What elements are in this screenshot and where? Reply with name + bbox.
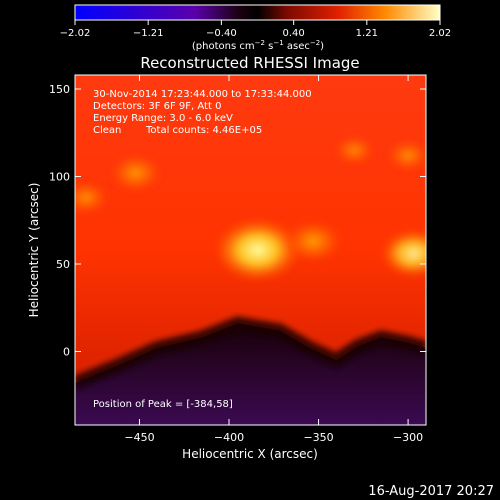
colorbar-ticks: −2.02 −1.21 −0.40 0.40 1.21 2.02	[60, 20, 451, 39]
annotation-time-range: 30-Nov-2014 17:23:44.000 to 17:33:44.000	[93, 89, 312, 100]
footer-date: 16-Aug-2017 20:27	[368, 484, 494, 499]
y-tick-label: 100	[49, 171, 70, 184]
bright-source	[213, 217, 302, 283]
annotation-counts: Total counts: 4.46E+05	[145, 125, 262, 136]
annotation-method: Clean	[93, 125, 121, 136]
x-tick-label: −350	[303, 431, 333, 444]
colorbar	[74, 4, 441, 21]
plot-frame	[74, 74, 427, 426]
colorbar-tick-label: 2.02	[429, 28, 451, 39]
bright-source	[384, 138, 426, 173]
annotation-energy: Energy Range: 3.0 - 6.0 keV	[93, 113, 233, 124]
x-tick-label: −300	[393, 431, 423, 444]
y-axis-label: Heliocentric Y (arcsec)	[27, 183, 41, 318]
y-tick-label: 50	[56, 258, 70, 271]
x-axis-label: Heliocentric X (arcsec)	[182, 447, 318, 461]
x-tick-label: −450	[124, 431, 154, 444]
heatmap-image	[75, 75, 426, 425]
y-axis: 0 50 100 150	[49, 83, 426, 359]
annotation-peak: Position of Peak = [-384,58]	[93, 399, 233, 410]
bright-source	[332, 134, 377, 167]
y-tick-label: 0	[63, 346, 70, 359]
annotation-detectors: Detectors: 3F 6F 9F, Att 0	[93, 101, 221, 112]
x-tick-label: −400	[214, 431, 244, 444]
bright-source	[281, 217, 345, 265]
colorbar-tick-label: −0.40	[206, 28, 237, 39]
colorbar-tick-label: 1.21	[356, 28, 378, 39]
dark-boundary-band	[75, 316, 426, 390]
bright-source	[380, 228, 426, 279]
bright-source	[107, 152, 165, 194]
chart-title: Reconstructed RHESSI Image	[140, 54, 359, 72]
colorbar-tick-label: 0.40	[283, 28, 305, 39]
colorbar-tick-label: −2.02	[60, 28, 91, 39]
y-tick-label: 150	[49, 83, 70, 96]
colorbar-units: (photons cm−2 s−1 asec−2)	[192, 39, 324, 52]
colorbar-tick-label: −1.21	[133, 28, 164, 39]
bright-source	[75, 178, 111, 217]
x-axis: −450 −400 −350 −300	[124, 75, 423, 444]
